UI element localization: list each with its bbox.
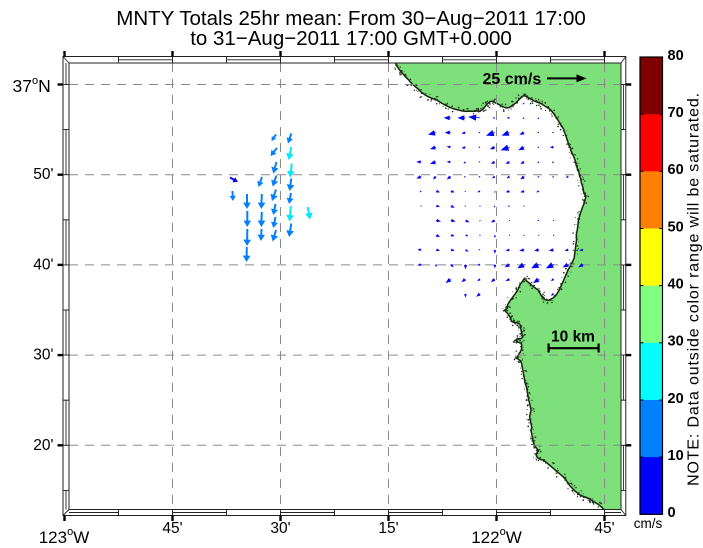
svg-text:45': 45' [594,520,614,537]
svg-text:50: 50 [668,219,684,235]
svg-text:cm/s: cm/s [634,516,663,531]
svg-text:122oW: 122oW [471,526,522,547]
svg-text:30': 30' [33,347,53,364]
svg-text:45': 45' [162,520,182,537]
svg-text:15': 15' [378,520,398,537]
svg-text:123oW: 123oW [39,526,90,547]
svg-text:10: 10 [668,448,684,464]
svg-text:40': 40' [33,256,53,273]
svg-text:20: 20 [668,391,684,407]
svg-text:25 cm/s: 25 cm/s [483,71,542,88]
svg-text:70: 70 [668,105,684,121]
svg-text:30: 30 [668,334,684,350]
svg-text:60: 60 [668,162,684,178]
svg-text:40: 40 [668,276,684,292]
svg-text:80: 80 [668,48,684,64]
svg-text:30': 30' [270,520,290,537]
svg-text:50': 50' [33,166,53,183]
svg-text:to 31−Aug−2011 17:00 GMT+0.000: to 31−Aug−2011 17:00 GMT+0.000 [190,27,512,50]
svg-text:37oN: 37oN [13,75,51,96]
svg-text:0: 0 [668,505,676,521]
svg-text:MNTY Totals 25hr mean: From 30: MNTY Totals 25hr mean: From 30−Aug−2011 … [116,7,586,30]
svg-text:20': 20' [33,437,53,454]
svg-text:NOTE: Data outside color range: NOTE: Data outside color range will be s… [686,92,703,486]
svg-text:10 km: 10 km [551,329,595,346]
